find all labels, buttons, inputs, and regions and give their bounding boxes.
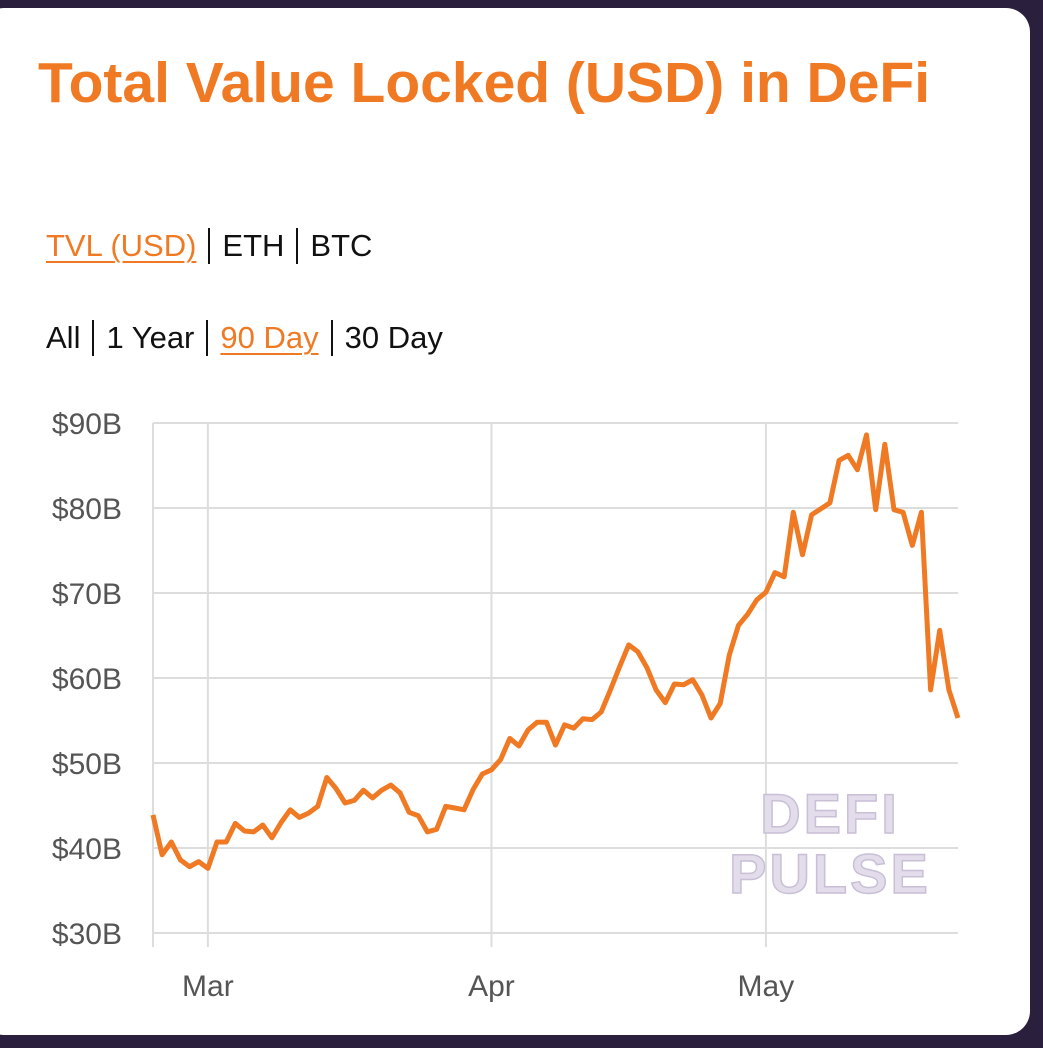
tab[interactable]: TVL (USD) xyxy=(46,228,197,263)
tab[interactable]: 1 Year xyxy=(92,320,206,356)
tab[interactable]: 90 Day xyxy=(206,320,330,356)
tab[interactable]: BTC xyxy=(296,228,384,264)
title: Total Value Locked (USD) in DeFi xyxy=(38,51,931,115)
card xyxy=(0,8,1030,1035)
tab[interactable]: 30 Day xyxy=(330,320,455,356)
tab[interactable]: All xyxy=(46,320,81,355)
unit-tabs: TVL (USD) ETH BTC xyxy=(46,228,384,264)
tab[interactable]: ETH xyxy=(208,228,296,264)
range-tabs: All 1 Year 90 Day 30 Day xyxy=(46,320,455,356)
